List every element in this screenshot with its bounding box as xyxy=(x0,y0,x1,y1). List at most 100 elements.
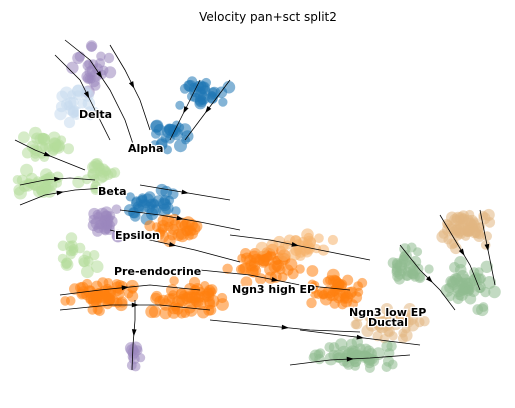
cell-point xyxy=(348,346,361,359)
cluster-label-delta: Delta xyxy=(79,108,112,121)
cell-point xyxy=(74,242,86,254)
cell-points xyxy=(12,40,501,373)
cell-point xyxy=(35,185,45,195)
cell-point xyxy=(181,216,195,230)
cell-point xyxy=(169,276,179,286)
cell-point xyxy=(342,274,354,286)
streamline-arrowhead xyxy=(54,176,62,182)
cell-point xyxy=(365,348,377,360)
cell-point xyxy=(478,302,489,312)
cell-point xyxy=(181,135,191,145)
cell-point xyxy=(389,315,400,326)
cell-point xyxy=(222,263,233,274)
cluster-label-ngn3-high-ep: Ngn3 high EP xyxy=(232,283,315,296)
cell-point xyxy=(240,276,253,289)
cell-point xyxy=(151,222,162,232)
cell-point xyxy=(104,66,117,79)
cell-point xyxy=(145,305,159,319)
cell-point xyxy=(91,293,102,305)
cell-point xyxy=(43,142,53,153)
cell-point xyxy=(469,217,480,228)
cell-point xyxy=(306,265,319,277)
cell-point xyxy=(91,180,100,190)
cell-point xyxy=(166,293,178,304)
streamline-arrowhead xyxy=(43,151,52,157)
cell-point xyxy=(332,278,345,290)
cell-point xyxy=(176,228,188,240)
cell-point xyxy=(85,110,96,121)
cell-point xyxy=(157,197,170,210)
cell-point xyxy=(206,91,218,104)
cluster-label-alpha: Alpha xyxy=(128,142,163,155)
cell-point xyxy=(324,342,335,353)
cell-point xyxy=(357,277,368,288)
cell-point xyxy=(235,264,246,275)
streamline-arrowhead xyxy=(121,285,129,291)
cell-point xyxy=(104,286,117,299)
cell-point xyxy=(13,186,27,200)
cell-point xyxy=(361,324,374,337)
cell-point xyxy=(171,206,181,216)
streamline-arrowhead xyxy=(458,248,465,256)
streamline-arrowhead xyxy=(271,277,279,282)
cell-point xyxy=(255,273,267,285)
cell-point xyxy=(326,268,340,282)
cell-point xyxy=(95,58,106,69)
cell-point xyxy=(352,309,365,322)
cell-point xyxy=(482,208,495,221)
cell-point xyxy=(408,269,419,280)
cell-point xyxy=(455,227,467,239)
cell-point xyxy=(454,264,467,276)
streamline-arrowhead xyxy=(83,91,90,99)
cell-point xyxy=(160,185,173,198)
streamline-arrowhead xyxy=(181,189,189,195)
cell-point xyxy=(90,260,104,274)
cell-point xyxy=(288,247,301,261)
cell-point xyxy=(153,124,166,136)
cell-point xyxy=(103,170,114,181)
cell-point xyxy=(413,247,423,257)
cluster-labels: Delta Alpha Beta Epsilon Pre-endocrine N… xyxy=(78,107,428,331)
cell-point xyxy=(248,258,259,268)
velocity-streamlines xyxy=(14,39,496,371)
cell-point xyxy=(367,313,377,323)
cell-point xyxy=(63,143,74,155)
cell-point xyxy=(380,315,391,326)
cell-point xyxy=(81,265,94,279)
cell-point xyxy=(287,268,299,280)
streamline-arrowhead xyxy=(346,356,354,362)
cell-point xyxy=(68,106,80,118)
cell-point xyxy=(103,52,115,64)
streamline-arrowhead xyxy=(205,106,212,114)
cell-point xyxy=(157,214,169,227)
cell-point xyxy=(146,198,157,209)
cell-point xyxy=(217,292,228,304)
cell-point xyxy=(310,280,320,290)
cell-point xyxy=(61,259,72,270)
streamline xyxy=(209,319,361,333)
cell-point xyxy=(189,84,202,98)
cell-point xyxy=(72,52,85,64)
cell-point xyxy=(130,211,141,222)
cell-point xyxy=(153,228,165,240)
streamline-arrowhead xyxy=(176,215,184,221)
cluster-label-pre-endocrine: Pre-endocrine xyxy=(114,265,201,278)
cell-point xyxy=(419,316,430,327)
cell-point xyxy=(327,234,338,246)
cell-point xyxy=(94,220,104,230)
cell-point xyxy=(167,224,179,235)
cell-point xyxy=(406,318,420,332)
streamline-arrowhead xyxy=(128,81,135,89)
cell-point xyxy=(195,95,206,106)
cell-point xyxy=(82,97,96,110)
cell-point xyxy=(255,241,269,255)
cell-point xyxy=(189,285,200,296)
cell-point xyxy=(488,285,501,299)
cell-point xyxy=(66,61,79,74)
cell-point xyxy=(279,241,289,251)
cell-point xyxy=(483,276,496,289)
cell-point xyxy=(398,328,408,338)
cell-point xyxy=(203,304,215,316)
cell-point xyxy=(301,228,314,241)
streamline-arrowhead xyxy=(426,276,433,283)
